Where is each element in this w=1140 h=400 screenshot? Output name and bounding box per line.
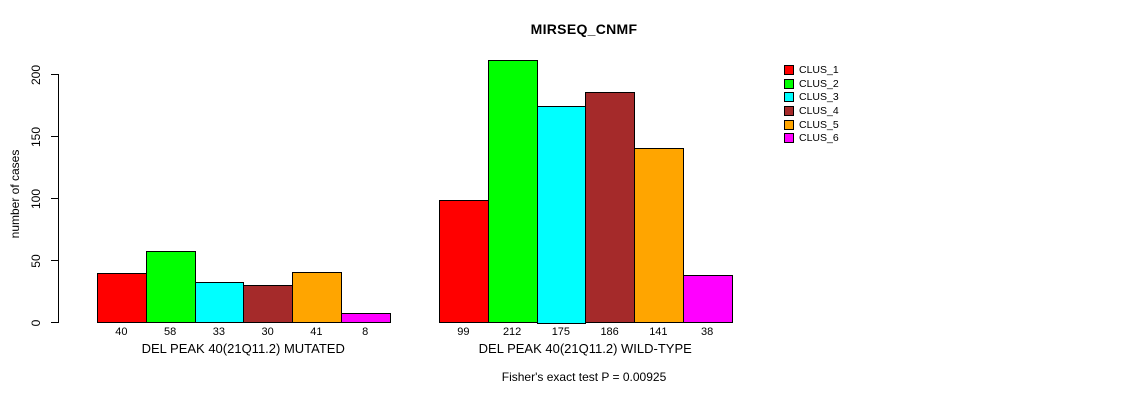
y-axis-tick-label: 50 (29, 253, 43, 268)
bar-value-label: 33 (212, 326, 225, 338)
bar-value-label: 141 (649, 326, 668, 338)
legend-label: CLUS_4 (799, 104, 839, 117)
bar-value-label: 58 (164, 326, 177, 338)
bar-clus_2-group1 (145, 250, 196, 324)
y-axis-tick (51, 260, 59, 261)
y-axis-tick (51, 74, 59, 75)
legend-item-clus_1: CLUS_1 (784, 63, 839, 77)
bar-value-label: 40 (115, 326, 128, 338)
bar-value-label: 38 (701, 326, 714, 338)
y-axis-tick (51, 198, 59, 199)
legend-label: CLUS_2 (799, 77, 839, 90)
y-axis-tick-label: 200 (29, 64, 43, 85)
legend-item-clus_4: CLUS_4 (784, 104, 839, 118)
bar-value-label: 30 (261, 326, 274, 338)
bar-value-label: 99 (457, 326, 470, 338)
chart-title: MIRSEQ_CNMF (530, 21, 638, 37)
legend-item-clus_3: CLUS_3 (784, 90, 839, 104)
legend-label: CLUS_1 (799, 63, 839, 76)
legend-label: CLUS_5 (799, 118, 839, 131)
y-axis-tick (51, 322, 59, 323)
bar-clus_3-group1 (194, 281, 245, 324)
group-label: DEL PEAK 40(21Q11.2) WILD-TYPE (478, 341, 692, 356)
bar-value-label: 186 (600, 326, 619, 338)
legend: CLUS_1 CLUS_2 CLUS_3 CLUS_4 CLUS_5 CLUS_6 (784, 63, 839, 145)
y-axis-tick-label: 0 (29, 319, 43, 326)
legend-swatch (784, 64, 794, 75)
fisher-test-annotation: Fisher's exact test P = 0.00925 (501, 370, 667, 384)
bar-value-label: 175 (551, 326, 571, 338)
bar-clus_1-group1 (97, 272, 147, 324)
bar-clus_6-group2 (682, 275, 733, 324)
bar-clus_6-group1 (340, 312, 391, 324)
bar-clus_4-group2 (585, 91, 635, 324)
y-axis-tick-label: 150 (29, 126, 43, 147)
y-axis-tick (51, 136, 59, 137)
bar-clus_5-group1 (292, 271, 342, 324)
legend-swatch (784, 105, 794, 116)
bar-clus_3-group2 (536, 105, 587, 324)
legend-item-clus_6: CLUS_6 (784, 131, 839, 145)
bar-value-label: 8 (362, 326, 369, 338)
legend-label: CLUS_3 (799, 91, 839, 104)
legend-label: CLUS_6 (799, 132, 839, 145)
legend-swatch (784, 119, 794, 130)
bar-clus_4-group1 (243, 285, 293, 324)
y-axis-label: number of cases (8, 149, 22, 239)
legend-swatch (784, 78, 794, 89)
legend-swatch (784, 133, 794, 144)
bar-clus_5-group2 (634, 147, 684, 324)
legend-item-clus_2: CLUS_2 (784, 77, 839, 91)
bar-value-label: 41 (310, 326, 323, 338)
bar-value-label: 212 (502, 326, 522, 338)
bar-clus_2-group2 (487, 59, 538, 324)
bar-clus_1-group2 (439, 199, 489, 324)
group-label: DEL PEAK 40(21Q11.2) MUTATED (141, 341, 345, 356)
legend-swatch (784, 92, 794, 103)
legend-item-clus_5: CLUS_5 (784, 118, 839, 132)
y-axis-tick-label: 100 (29, 188, 43, 209)
